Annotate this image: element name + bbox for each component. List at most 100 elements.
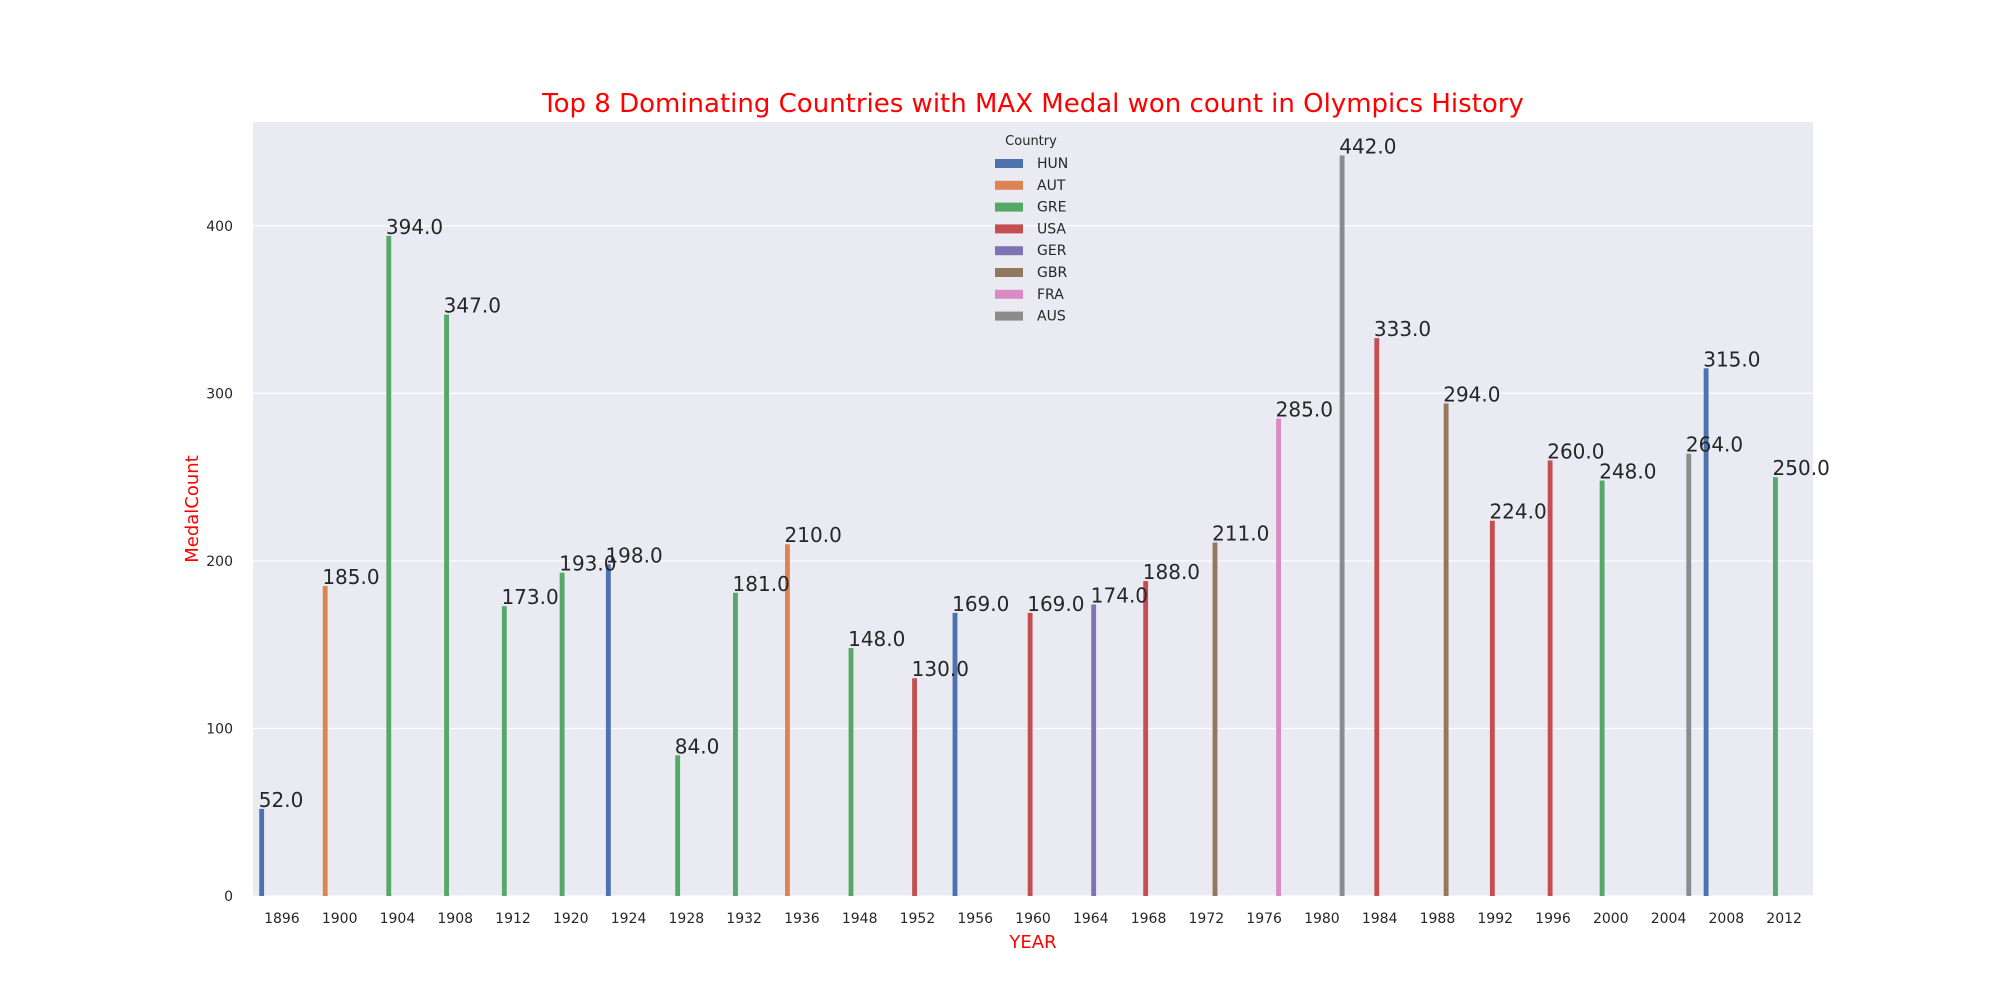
- x-tick-label: 2012: [1766, 911, 1802, 927]
- y-tick-label: 0: [224, 889, 233, 905]
- data-label: 264.0: [1686, 433, 1743, 457]
- legend-swatch: [995, 202, 1023, 212]
- bar: [912, 678, 917, 896]
- x-tick-label: 1964: [1073, 911, 1109, 927]
- bar: [605, 564, 611, 896]
- legend-swatch: [995, 311, 1023, 321]
- data-label: 394.0: [386, 215, 443, 239]
- bar: [1686, 453, 1692, 896]
- y-tick-label: 100: [206, 721, 233, 737]
- bar: [1212, 542, 1218, 896]
- legend: Country HUN AUT GRE USA GER GBR FRA AUS: [995, 134, 1068, 325]
- data-label: 130.0: [912, 657, 969, 681]
- bar: [1599, 480, 1605, 896]
- data-label: 52.0: [259, 788, 304, 812]
- bar: [386, 235, 392, 897]
- y-tick-label: 200: [206, 554, 233, 570]
- legend-label: FRA: [1037, 287, 1064, 303]
- x-tick-label: 2008: [1709, 911, 1745, 927]
- bar: [1773, 477, 1778, 896]
- data-label: 211.0: [1212, 522, 1269, 546]
- bar: [559, 572, 565, 896]
- bar: [1276, 418, 1281, 896]
- x-tick-label: 1996: [1535, 911, 1571, 927]
- x-tick-label: 1912: [495, 911, 531, 927]
- y-axis-title: MedalCount: [182, 455, 203, 563]
- bar: [1443, 403, 1449, 896]
- x-tick-label: 1920: [553, 911, 589, 927]
- data-label: 250.0: [1773, 456, 1830, 480]
- data-label: 173.0: [501, 585, 558, 609]
- x-tick-label: 1900: [322, 911, 358, 927]
- x-tick-label: 1988: [1420, 911, 1456, 927]
- x-tick-label: 1968: [1131, 911, 1167, 927]
- data-label: 260.0: [1547, 439, 1604, 463]
- x-tick-label: 1980: [1304, 911, 1340, 927]
- plot-area: [253, 122, 1813, 896]
- data-label: 169.0: [952, 592, 1009, 616]
- y-axis-ticks: 0 100 200 300 400: [206, 219, 233, 905]
- data-label: 315.0: [1703, 347, 1760, 371]
- x-tick-label: 1956: [957, 911, 993, 927]
- x-tick-label: 1976: [1246, 911, 1282, 927]
- bar: [1374, 338, 1380, 896]
- legend-label: HUN: [1037, 156, 1068, 172]
- data-label: 174.0: [1091, 583, 1148, 607]
- x-tick-label: 1984: [1362, 911, 1398, 927]
- bar: [1027, 612, 1033, 896]
- x-axis-title: YEAR: [1008, 932, 1056, 953]
- legend-label: GER: [1037, 243, 1067, 259]
- y-tick-label: 300: [206, 386, 233, 402]
- bars: [259, 155, 1778, 897]
- data-label: 198.0: [605, 543, 662, 567]
- legend-title: Country: [1005, 134, 1057, 149]
- x-tick-label: 1960: [1015, 911, 1051, 927]
- bar: [848, 648, 854, 896]
- bar: [1339, 155, 1345, 897]
- x-tick-label: 1992: [1477, 911, 1513, 927]
- legend-swatch: [995, 289, 1023, 299]
- bar: [1703, 368, 1709, 897]
- bar: [259, 808, 265, 896]
- data-label: 84.0: [675, 734, 720, 758]
- legend-swatch: [995, 268, 1023, 277]
- bar: [675, 755, 681, 896]
- data-label: 294.0: [1443, 382, 1500, 406]
- data-label: 210.0: [785, 523, 842, 547]
- data-label: 169.0: [1027, 592, 1084, 616]
- data-label: 347.0: [444, 294, 501, 318]
- x-tick-label: 1928: [669, 911, 705, 927]
- data-label: 188.0: [1143, 560, 1200, 584]
- data-label: 224.0: [1489, 500, 1546, 524]
- x-tick-label: 1896: [264, 911, 300, 927]
- grid-lines: [253, 225, 1813, 897]
- x-axis-ticks: 1896 1900 1904 1908 1912 1920 1924 1928 1932 1936…: [264, 911, 1802, 927]
- legend-label: AUS: [1037, 309, 1066, 325]
- x-tick-label: 1908: [437, 911, 473, 927]
- x-tick-label: 1904: [380, 911, 416, 927]
- x-tick-label: 1948: [842, 911, 878, 927]
- bar: [501, 606, 507, 896]
- bar: [785, 544, 790, 896]
- bar: [1489, 520, 1495, 896]
- data-label: 181.0: [733, 572, 790, 596]
- y-tick-label: 400: [206, 219, 233, 235]
- data-label: 333.0: [1374, 317, 1431, 341]
- x-tick-label: 2000: [1593, 911, 1629, 927]
- data-label: 442.0: [1339, 135, 1396, 159]
- bar: [1091, 604, 1097, 896]
- data-label: 193.0: [559, 552, 616, 576]
- bar: [1143, 581, 1149, 896]
- legend-label: AUT: [1037, 178, 1066, 194]
- legend-label: GRE: [1037, 200, 1066, 216]
- data-label: 185.0: [322, 565, 379, 589]
- legend-swatch: [995, 159, 1023, 168]
- x-tick-label: 2004: [1651, 911, 1687, 927]
- x-tick-label: 1972: [1189, 911, 1225, 927]
- legend-label: USA: [1037, 221, 1066, 237]
- bar: [1547, 460, 1553, 896]
- bar: [444, 314, 449, 896]
- legend-label: GBR: [1037, 265, 1067, 281]
